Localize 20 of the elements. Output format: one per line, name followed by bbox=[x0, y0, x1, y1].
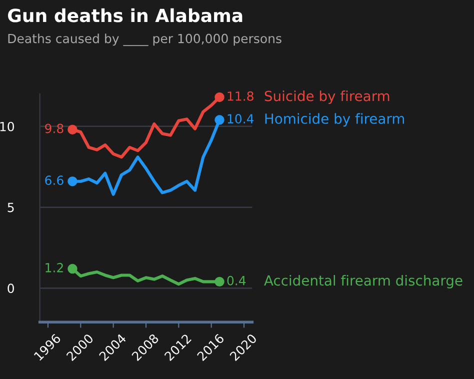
point bbox=[214, 92, 224, 102]
data-label: 9.8 bbox=[45, 124, 64, 134]
y-tick-label: 10 bbox=[0, 122, 14, 132]
point bbox=[68, 124, 78, 134]
point bbox=[68, 264, 78, 274]
text: Accidental firearm discharge bbox=[264, 274, 462, 288]
chart-subtitle: Deaths caused by ____ per 100,000 persons bbox=[8, 34, 282, 46]
text: Homicide by firearm bbox=[265, 113, 404, 127]
y-tick-label: 0 bbox=[8, 284, 14, 294]
text: Suicide by firearm bbox=[264, 90, 390, 104]
point bbox=[214, 115, 224, 125]
data-label: 11.8 bbox=[228, 91, 254, 101]
data-label: 0.4 bbox=[227, 276, 246, 286]
data-label: 10.4 bbox=[228, 114, 254, 124]
data-label: 6.6 bbox=[45, 176, 64, 185]
y-tick-label: 5 bbox=[8, 202, 14, 212]
data-label: 1.2 bbox=[46, 262, 63, 272]
point bbox=[68, 176, 78, 186]
chart-title: Gun deaths in Alabama bbox=[8, 8, 242, 22]
point bbox=[214, 276, 224, 287]
